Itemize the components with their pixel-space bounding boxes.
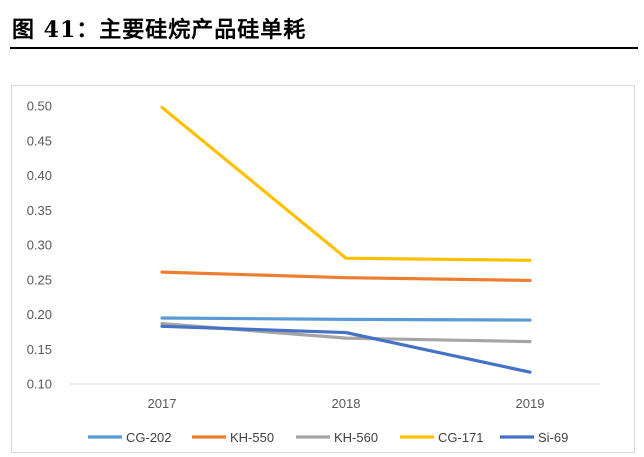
legend-label: CG-202 [126, 430, 172, 445]
figure-title: 图 41：主要硅烷产品硅单耗 [12, 17, 307, 43]
y-tick-label: 0.20 [27, 307, 52, 322]
y-tick-label: 0.25 [27, 272, 52, 287]
y-tick-label: 0.10 [27, 377, 52, 392]
series-line-kh-550 [160, 270, 532, 283]
x-tick-label: 2019 [516, 396, 545, 411]
x-tick-label: 2018 [332, 396, 361, 411]
chart-frame [11, 85, 635, 453]
series-line-cg-202 [160, 316, 532, 322]
y-tick-label: 0.40 [27, 168, 52, 183]
x-axis-ticks: 2017 2018 2019 [148, 396, 545, 411]
y-tick-label: 0.35 [27, 203, 52, 218]
legend-label: CG-171 [438, 430, 484, 445]
title-rule [10, 47, 638, 49]
y-tick-label: 0.45 [27, 133, 52, 148]
series-line-cg-171 [160, 105, 532, 262]
legend-label: Si-69 [538, 430, 568, 445]
legend: CG-202 KH-550 KH-560 CG-171 Si-69 [88, 430, 568, 445]
y-tick-label: 0.30 [27, 238, 52, 253]
legend-label: KH-550 [230, 430, 274, 445]
y-tick-label: 0.50 [27, 99, 52, 114]
y-axis-ticks: 0.10 0.15 0.20 0.25 0.30 0.35 0.40 0.45 0.50 [27, 99, 52, 392]
series-line-si-69 [160, 324, 532, 374]
legend-label: KH-560 [334, 430, 378, 445]
series-lines [160, 105, 532, 374]
y-tick-label: 0.15 [27, 342, 52, 357]
x-tick-label: 2017 [148, 396, 177, 411]
